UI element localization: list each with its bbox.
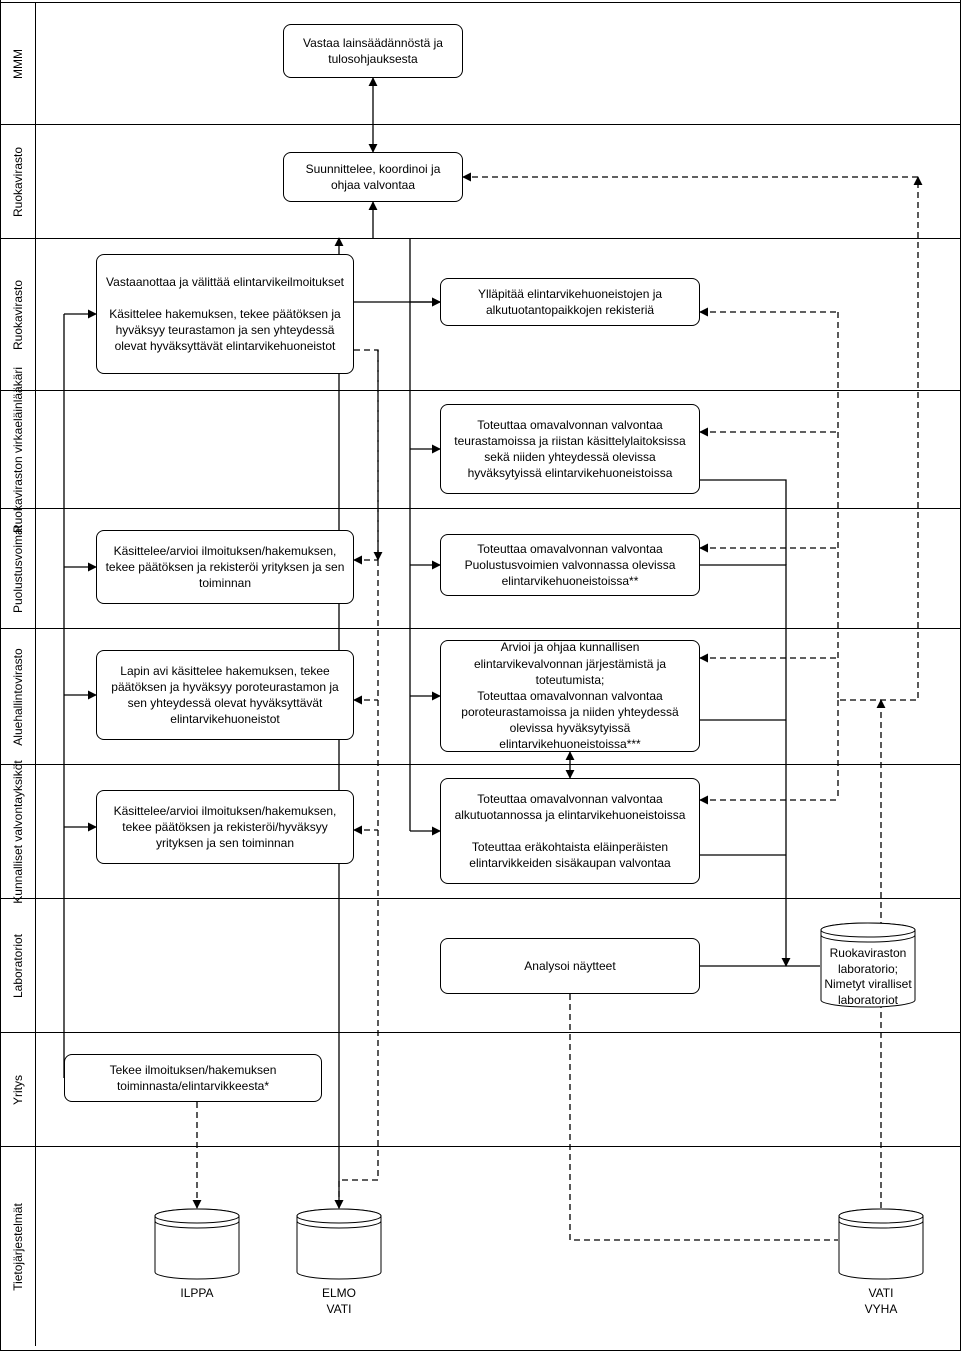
node-n_rv2b: Ylläpitää elintarvikehuoneistojen ja alk… (440, 278, 700, 326)
lane-mmm: MMM (0, 2, 961, 124)
cylinder-c_elmo: ELMO VATI (296, 1208, 382, 1280)
lane-label-vet: Ruokaviraston virkaeläinlääkäri (11, 366, 25, 532)
cylinder-c_labrv: Ruokaviraston laboratorio; Nimetyt viral… (820, 922, 916, 1008)
node-n_yritys: Tekee ilmoituksen/hakemuksen toiminnasta… (64, 1054, 322, 1102)
cylinder-c_ilppa: ILPPA (154, 1208, 240, 1280)
lane-label-lab: Laboratoriot (11, 933, 25, 997)
cylinder-label-c_labrv: Ruokaviraston laboratorio; Nimetyt viral… (820, 946, 916, 1008)
cylinder-label-c_vati: VATI VYHA (838, 1286, 924, 1317)
node-n_avia: Lapin avi käsittelee hakemuksen, tekee p… (96, 650, 354, 740)
lane-rv1: Ruokavirasto (0, 124, 961, 238)
lane-label-yritys: Yritys (11, 1075, 25, 1105)
lane-label-avi: Aluehallintovirasto (11, 648, 25, 745)
node-n_kunnb: Toteuttaa omavalvonnan valvontaa alkutuo… (440, 778, 700, 884)
cylinder-label-c_ilppa: ILPPA (154, 1286, 240, 1302)
lane-label-rv1: Ruokavirasto (11, 146, 25, 216)
node-n_rv2a: Vastaanottaa ja välittää elintarvikeilmo… (96, 254, 354, 374)
cylinder-c_vati: VATI VYHA (838, 1208, 924, 1280)
lane-label-mmm: MMM (11, 49, 25, 79)
node-n_vet: Toteuttaa omavalvonnan valvontaa teurast… (440, 404, 700, 494)
node-n_puolb: Toteuttaa omavalvonnan valvontaa Puolust… (440, 534, 700, 596)
lane-label-tieto: Tietojärjestelmät (11, 1203, 25, 1291)
lane-label-rv2: Ruokavirasto (11, 279, 25, 349)
cylinder-label-c_elmo: ELMO VATI (296, 1286, 382, 1317)
node-n_avib: Arvioi ja ohjaa kunnallisen elintarvikev… (440, 640, 700, 752)
node-n_lab: Analysoi näytteet (440, 938, 700, 994)
lane-label-puol: Puolustusvoimat (11, 524, 25, 612)
lane-label-kunn: Kunnalliset valvontayksiköt (11, 760, 25, 903)
node-n_mmm: Vastaa lainsäädännöstä ja tulosohjaukses… (283, 24, 463, 78)
diagram-canvas: Tietojärjestelmät Yritys Laboratoriot Kunna… (0, 0, 961, 1351)
lane-tieto: Tietojärjestelmät (0, 1146, 961, 1346)
node-n_rv1: Suunnittelee, koordinoi ja ohjaa valvont… (283, 152, 463, 202)
node-n_puola: Käsittelee/arvioi ilmoituksen/hakemuksen… (96, 530, 354, 604)
node-n_kunna: Käsittelee/arvioi ilmoituksen/hakemuksen… (96, 790, 354, 864)
